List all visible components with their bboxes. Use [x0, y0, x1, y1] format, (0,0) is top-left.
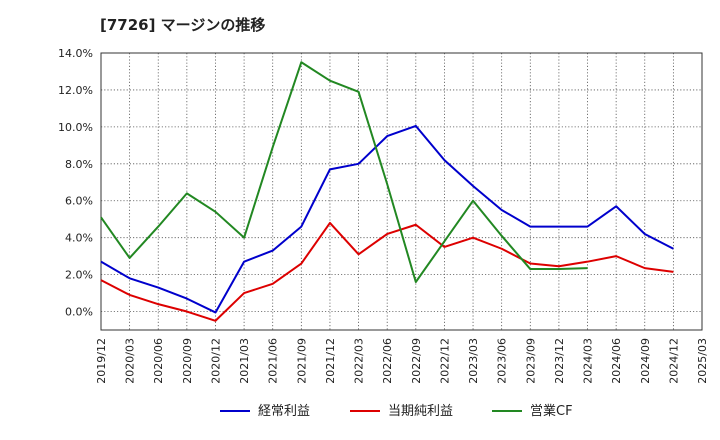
- x-tick-label: 2022/12: [438, 338, 451, 384]
- x-tick-label: 2023/09: [524, 338, 537, 384]
- x-tick-label: 2023/12: [553, 338, 566, 384]
- x-tick-label: 2021/09: [295, 338, 308, 384]
- x-tick-label: 2019/12: [95, 338, 108, 384]
- x-tick-label: 2022/03: [353, 338, 366, 384]
- x-tick-label: 2020/06: [152, 338, 165, 384]
- x-tick-label: 2024/12: [667, 338, 680, 384]
- x-tick-label: 2022/09: [410, 338, 423, 384]
- series-line: [100, 61, 588, 283]
- x-tick-label: 2021/06: [267, 338, 280, 384]
- x-tick-label: 2025/03: [696, 338, 709, 384]
- y-tick-label: 4.0%: [65, 232, 93, 245]
- x-tick-label: 2023/03: [467, 338, 480, 384]
- series-line: [100, 221, 674, 322]
- x-tick-label: 2022/06: [381, 338, 394, 384]
- y-tick-label: 6.0%: [65, 195, 93, 208]
- y-tick-label: 12.0%: [58, 84, 93, 97]
- chart-title: [7726] マージンの推移: [100, 16, 266, 34]
- legend-label: 経常利益: [258, 404, 310, 419]
- x-tick-label: 2020/09: [181, 338, 194, 384]
- x-tick-label: 2024/03: [582, 338, 595, 384]
- y-tick-label: 14.0%: [58, 47, 93, 60]
- legend: 経常利益 当期純利益 営業CF: [220, 403, 573, 419]
- x-tick-label: 2023/06: [496, 338, 509, 384]
- series-lines: [100, 61, 674, 322]
- x-tick-label: 2020/03: [124, 338, 137, 384]
- series-line: [100, 124, 674, 314]
- grid: [100, 52, 703, 330]
- x-tick-label: 2021/12: [324, 338, 337, 384]
- legend-label: 当期純利益: [388, 404, 453, 419]
- y-tick-label: 10.0%: [58, 121, 93, 134]
- x-tick-label: 2024/09: [639, 338, 652, 384]
- plot-frame: [100, 52, 703, 331]
- y-tick-label: 2.0%: [65, 269, 93, 282]
- axes: 14.0% 12.0% 10.0% 8.0% 6.0% 4.0% 2.0% 0.0% 2019/…: [58, 47, 709, 384]
- legend-label: 営業CF: [530, 403, 573, 419]
- x-tick-label: 2020/12: [209, 338, 222, 384]
- x-tick-label: 2021/03: [238, 338, 251, 384]
- x-tick-label: 2024/06: [610, 338, 623, 384]
- y-tick-label: 8.0%: [65, 158, 93, 171]
- y-tick-label: 0.0%: [65, 306, 93, 319]
